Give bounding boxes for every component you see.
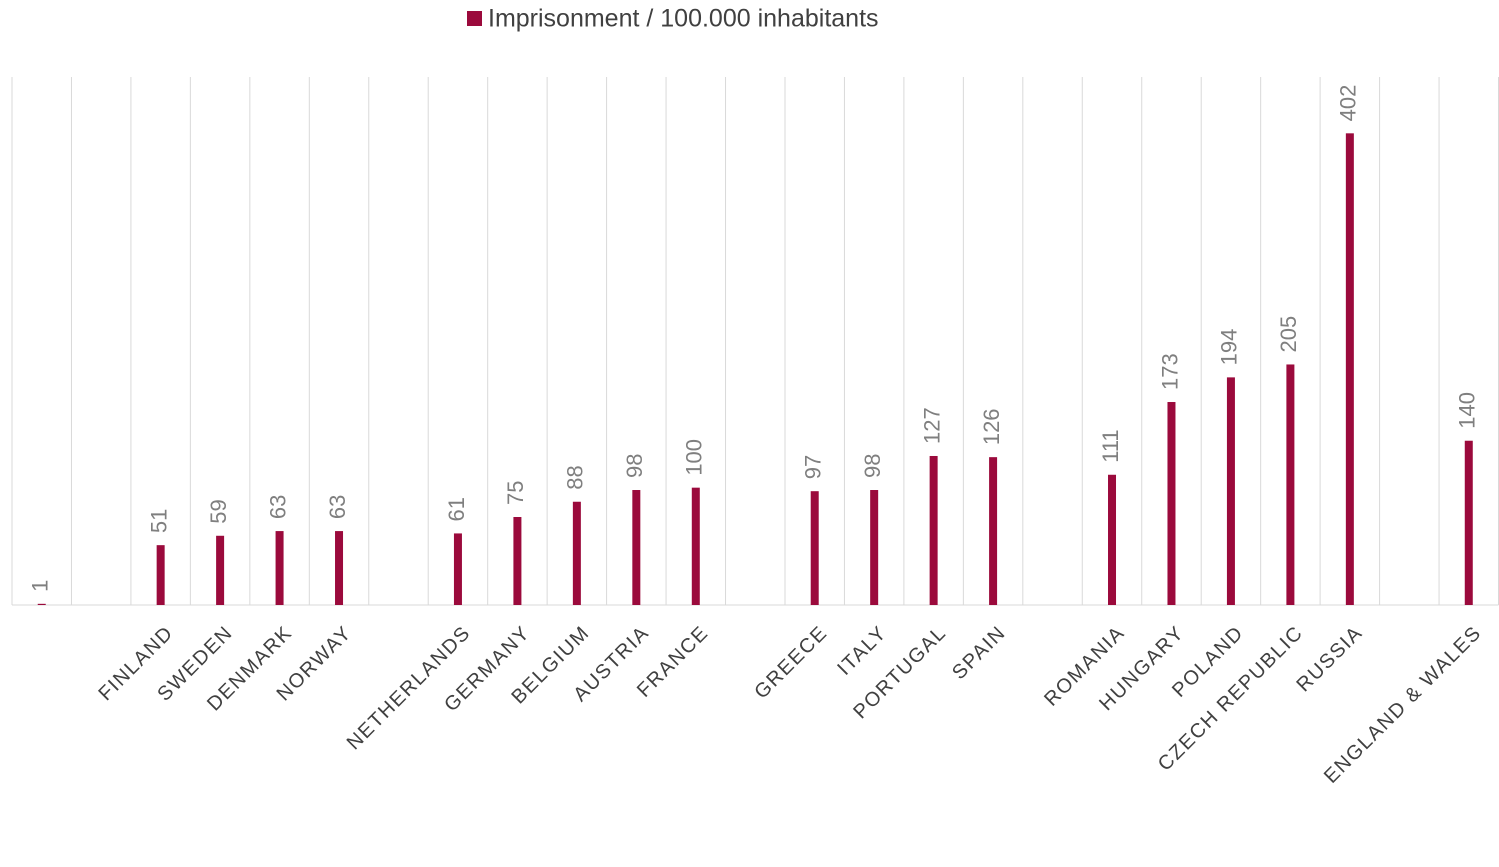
bar — [1345, 133, 1354, 605]
legend-label: Imprisonment / 100.000 inhabitants — [488, 5, 879, 33]
x-tick-label: RUSSIA — [1293, 622, 1368, 697]
data-label: 111 — [1098, 429, 1123, 462]
data-label: 63 — [325, 495, 350, 519]
data-label: 140 — [1455, 392, 1480, 429]
bar — [1464, 440, 1473, 605]
bar — [810, 491, 819, 605]
data-label: 1 — [28, 580, 53, 592]
bar — [1108, 474, 1117, 605]
data-label: 173 — [1157, 353, 1182, 390]
bar — [929, 455, 938, 605]
data-label: 63 — [265, 495, 290, 519]
data-label: 97 — [801, 455, 826, 479]
bar — [275, 531, 284, 605]
bar — [632, 490, 641, 605]
data-label: 205 — [1276, 316, 1301, 353]
bar — [1167, 402, 1176, 605]
data-label: 127 — [919, 407, 944, 444]
bar — [989, 457, 998, 605]
bar — [513, 517, 522, 605]
bar — [335, 531, 344, 605]
data-label: 194 — [1217, 329, 1242, 366]
x-tick-label: GREECE — [750, 622, 832, 704]
bar — [37, 603, 46, 605]
data-label: 51 — [146, 509, 171, 533]
legend-swatch — [467, 11, 482, 26]
x-tick-label: SPAIN — [948, 622, 1010, 684]
bar — [572, 501, 581, 605]
data-label: 88 — [563, 465, 588, 489]
data-label: 61 — [444, 497, 469, 521]
bar — [1286, 364, 1295, 605]
bar — [1226, 377, 1235, 605]
data-label: 126 — [979, 408, 1004, 445]
data-label: 402 — [1336, 85, 1361, 122]
bar — [691, 487, 700, 605]
bar — [156, 545, 165, 605]
bar — [216, 535, 225, 605]
data-label: 98 — [860, 454, 885, 478]
bar — [870, 490, 879, 605]
bar — [453, 533, 462, 605]
data-label: 75 — [503, 481, 528, 505]
x-tick-label: ITALY — [833, 622, 891, 680]
data-label: 100 — [682, 439, 707, 476]
data-label: 59 — [206, 499, 231, 523]
data-label: 98 — [622, 454, 647, 478]
